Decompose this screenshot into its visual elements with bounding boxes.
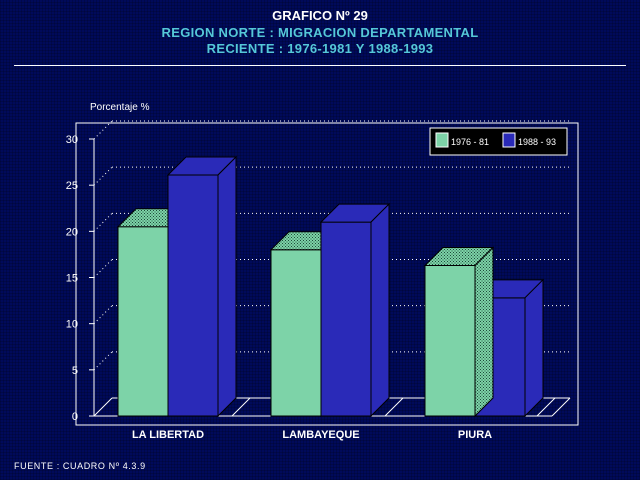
bar-0-series2-front xyxy=(167,174,219,417)
grid-diagonal-5 xyxy=(93,351,113,371)
title-block: GRAFICO Nº 29 REGION NORTE : MIGRACION D… xyxy=(0,7,640,57)
x-tick-label-2: PIURA xyxy=(458,429,492,441)
floor-left-edge xyxy=(93,397,113,417)
bar-0-series1-front xyxy=(117,226,169,417)
legend-box xyxy=(429,127,568,156)
bar-1-series2-front xyxy=(320,221,372,417)
legend-label-1: 1976 - 81 xyxy=(451,137,489,147)
y-tick-label-20: 20 xyxy=(66,226,78,238)
grid-diagonal-30 xyxy=(93,120,113,140)
grid-diagonal-15 xyxy=(93,259,113,278)
source-note: FUENTE : CUADRO Nº 4.3.9 xyxy=(14,461,146,471)
floor-divider-1 xyxy=(384,397,404,417)
grid-diagonal-10 xyxy=(93,305,113,325)
bar-2-series2-side xyxy=(524,278,544,418)
bar-2-series1-front xyxy=(424,264,476,417)
y-tick-label-25: 25 xyxy=(66,180,78,192)
y-tick-label-10: 10 xyxy=(66,319,78,331)
y-tick-label-15: 15 xyxy=(66,273,78,285)
plot-frame xyxy=(75,122,579,426)
y-axis-label: Porcentaje % xyxy=(90,102,150,113)
legend-swatch-1 xyxy=(435,132,449,148)
chart-subtitle-1: REGION NORTE : MIGRACION DEPARTAMENTAL xyxy=(161,25,479,40)
x-tick-label-1: LAMBAYEQUE xyxy=(282,429,359,441)
y-tick-label-5: 5 xyxy=(72,365,78,377)
floor-divider-2 xyxy=(536,397,556,417)
bar-0-series2-side xyxy=(217,155,237,418)
bar-2-series1-side xyxy=(474,246,494,418)
floor-right-edge xyxy=(551,397,571,417)
legend-swatch-2 xyxy=(502,132,516,148)
y-tick-label-30: 30 xyxy=(66,134,78,146)
title-divider xyxy=(14,65,626,66)
grid-diagonal-20 xyxy=(93,212,113,232)
x-tick-label-0: LA LIBERTAD xyxy=(132,429,204,441)
y-tick-label-0: 0 xyxy=(72,411,78,423)
legend-label-2: 1988 - 93 xyxy=(518,137,556,147)
chart-subtitle-2: RECIENTE : 1976-1981 Y 1988-1993 xyxy=(206,41,434,56)
bar-1-series2-side xyxy=(370,202,390,418)
chart-title: GRAFICO Nº 29 xyxy=(272,8,368,23)
grid-diagonal-25 xyxy=(93,166,113,186)
floor-divider-0 xyxy=(231,397,251,417)
bar-1-series1-front xyxy=(270,249,322,417)
